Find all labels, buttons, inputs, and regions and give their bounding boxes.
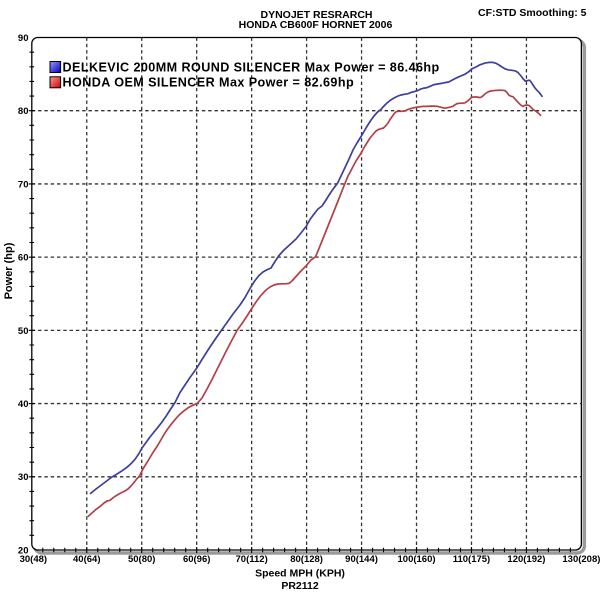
svg-text:110(175): 110(175): [453, 554, 491, 565]
svg-text:20: 20: [18, 545, 29, 556]
svg-text:90(144): 90(144): [345, 554, 378, 565]
svg-text:80: 80: [18, 106, 29, 117]
svg-text:90: 90: [18, 33, 29, 44]
svg-text:PR2112: PR2112: [281, 580, 319, 592]
svg-text:80(128): 80(128): [290, 554, 323, 565]
svg-text:50(80): 50(80): [128, 554, 155, 565]
svg-text:70: 70: [18, 179, 29, 190]
svg-text:Power (hp): Power (hp): [3, 242, 15, 299]
svg-text:40: 40: [18, 399, 29, 410]
svg-text:HONDA OEM SILENCER Max Power =: HONDA OEM SILENCER Max Power = 82.69hp: [63, 76, 355, 90]
svg-text:120(192): 120(192): [507, 554, 545, 565]
svg-text:130(208): 130(208): [562, 554, 600, 565]
svg-text:30: 30: [18, 472, 29, 483]
svg-text:40(64): 40(64): [73, 554, 100, 565]
svg-text:60(96): 60(96): [183, 554, 210, 565]
svg-text:60: 60: [18, 253, 29, 264]
svg-text:DELKEVIC 200MM ROUND SILENCER: DELKEVIC 200MM ROUND SILENCER Max Power …: [63, 60, 440, 74]
svg-text:Speed MPH (KPH): Speed MPH (KPH): [255, 568, 345, 580]
svg-text:100(160): 100(160): [398, 554, 436, 565]
svg-text:50: 50: [18, 326, 29, 337]
svg-text:DYNOJET RESRARCH: DYNOJET RESRARCH: [260, 9, 372, 21]
svg-text:30(48): 30(48): [20, 554, 47, 565]
svg-text:HONDA CB600F HORNET 2006: HONDA CB600F HORNET 2006: [239, 19, 393, 31]
svg-text:70(112): 70(112): [236, 554, 268, 565]
svg-text:CF:STD Smoothing: 5: CF:STD Smoothing: 5: [478, 7, 587, 19]
